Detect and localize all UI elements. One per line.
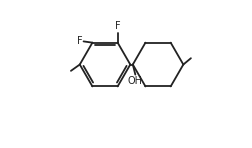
Text: F: F	[76, 36, 82, 46]
Text: OH: OH	[127, 76, 142, 86]
Text: F: F	[114, 21, 120, 31]
